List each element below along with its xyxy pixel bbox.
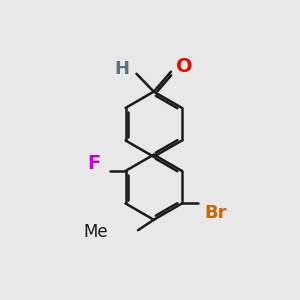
Text: Br: Br: [204, 205, 227, 223]
Text: O: O: [176, 57, 192, 76]
Text: H: H: [115, 59, 130, 77]
Text: Me: Me: [83, 223, 108, 241]
Text: F: F: [87, 154, 100, 172]
